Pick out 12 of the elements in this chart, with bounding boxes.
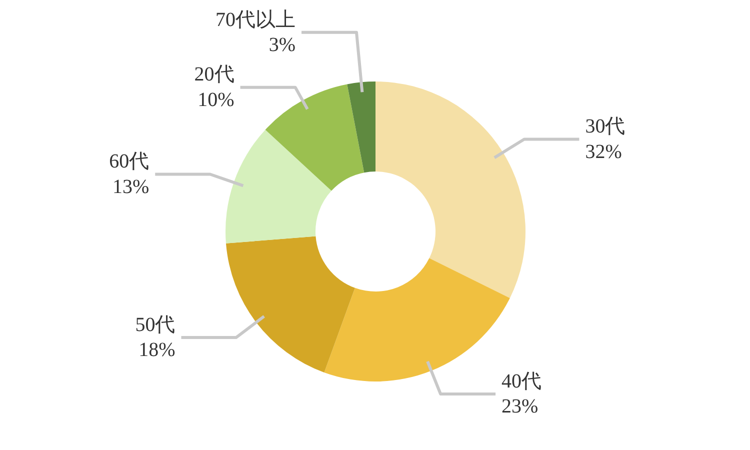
data-label: 10% (198, 88, 234, 111)
slice-label: 60代 (109, 150, 150, 173)
data-label: 32% (585, 140, 622, 163)
data-label: 23% (502, 396, 538, 418)
slice-label: 50代 (135, 314, 176, 336)
slice-label: 30代 (585, 116, 626, 138)
data-label: 18% (138, 339, 176, 362)
data-label: 3% (268, 34, 296, 56)
slice-label: 20代 (194, 64, 234, 86)
slice-label: 70代以上 (215, 8, 296, 31)
data-label: 13% (112, 176, 150, 198)
slice-label: 40代 (502, 370, 542, 392)
